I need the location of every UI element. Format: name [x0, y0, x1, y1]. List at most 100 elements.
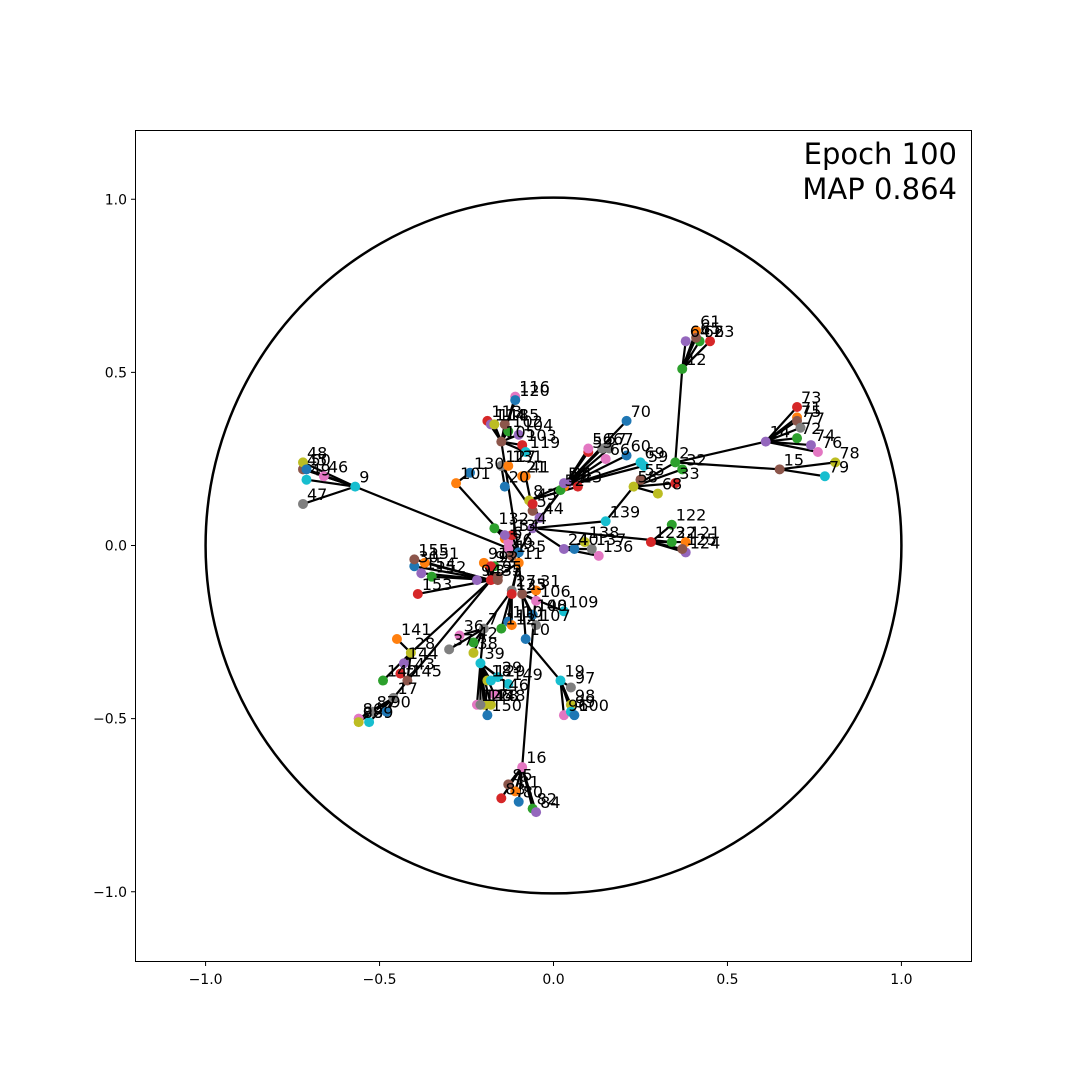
node-point [499, 481, 510, 492]
node-label: 54 [568, 464, 588, 483]
node-point [489, 523, 500, 534]
node-label: 124 [690, 533, 721, 552]
node-point [517, 588, 528, 599]
node-label: 8 [533, 481, 543, 500]
node-label: 2 [679, 443, 689, 462]
edge [448, 627, 486, 651]
node-label: 28 [415, 634, 435, 653]
node-point [604, 443, 615, 454]
node-label: 25 [526, 575, 546, 594]
node-point [350, 481, 361, 492]
node-point [621, 450, 632, 461]
node-point [478, 623, 489, 634]
edge [649, 540, 684, 551]
epoch-annotation: Epoch 100 [804, 137, 957, 171]
node-point [503, 460, 514, 471]
node-label: 42 [477, 623, 497, 642]
node-point [496, 436, 507, 447]
node-label: 103 [526, 426, 557, 445]
node-label: 52 [564, 471, 584, 490]
node-label: 118 [498, 405, 529, 424]
node-point [468, 647, 479, 658]
edge [632, 482, 677, 488]
edge [517, 561, 524, 596]
node-label: 68 [662, 475, 682, 494]
node-label: 133 [516, 575, 547, 594]
node-label: 110 [512, 603, 543, 622]
node-point [496, 793, 507, 804]
node-label: 126 [481, 686, 512, 705]
node-label: 105 [505, 423, 536, 442]
node-label: 1 [509, 520, 519, 539]
node-point [527, 505, 538, 516]
node-point [412, 588, 423, 599]
node-label: 6 [512, 523, 522, 542]
node-point [419, 557, 430, 568]
node-point [600, 516, 611, 527]
edge [531, 520, 607, 530]
node-label: 114 [495, 405, 526, 424]
node-label: 45 [307, 450, 327, 469]
edge [674, 367, 684, 464]
node-label: 7 [488, 610, 498, 629]
node-label: 92 [498, 547, 518, 566]
node-point [513, 429, 524, 440]
node-label: 143 [404, 655, 435, 674]
node-point [670, 457, 681, 468]
node-label: 125 [686, 530, 717, 549]
node-point [569, 543, 580, 554]
node-point [451, 478, 462, 489]
node-label: 46 [328, 457, 348, 476]
node-point [774, 464, 785, 475]
node-label: 91 [488, 544, 508, 563]
node-label: 72 [801, 419, 821, 438]
edge [381, 651, 412, 682]
node-label: 76 [822, 433, 842, 452]
node-label: 119 [530, 433, 561, 452]
node-point [819, 471, 830, 482]
node-label: 151 [429, 544, 460, 563]
node-point [600, 453, 611, 464]
node-point [468, 637, 479, 648]
node-label: 32 [686, 450, 706, 469]
node-point [680, 336, 691, 347]
node-label: 134 [509, 516, 540, 535]
x-tick-label: 1.0 [890, 972, 912, 988]
node-label: 10 [530, 620, 550, 639]
node-point [489, 419, 500, 430]
node-point [402, 675, 413, 686]
node-label: 71 [801, 398, 821, 417]
node-label: 98 [575, 686, 595, 705]
node-label: 88 [363, 703, 383, 722]
node-point [565, 699, 576, 710]
node-point [628, 481, 639, 492]
edge [778, 468, 826, 478]
node-label: 38 [477, 634, 497, 653]
node-label: 13 [516, 516, 536, 535]
node-point [506, 588, 517, 599]
node-label: 129 [495, 662, 526, 681]
node-point [531, 620, 542, 631]
edge [764, 405, 799, 443]
edge [354, 485, 520, 554]
node-label: 146 [498, 675, 529, 694]
edge [368, 696, 395, 724]
node-label: 101 [460, 464, 491, 483]
node-point [364, 717, 375, 728]
node-label: 11 [523, 544, 543, 563]
node-point [520, 633, 531, 644]
node-label: 48 [307, 443, 327, 462]
node-label: 29 [502, 658, 522, 677]
edge [674, 440, 767, 464]
edge [301, 485, 357, 506]
node-label: 148 [495, 686, 526, 705]
node-point [565, 682, 576, 693]
node-label: 131 [512, 447, 543, 466]
node-label: 35 [502, 561, 522, 580]
node-label: 142 [387, 662, 418, 681]
node-point [485, 675, 496, 686]
node-label: 135 [516, 537, 547, 556]
node-label: 108 [537, 596, 568, 615]
node-label: 58 [638, 468, 658, 487]
